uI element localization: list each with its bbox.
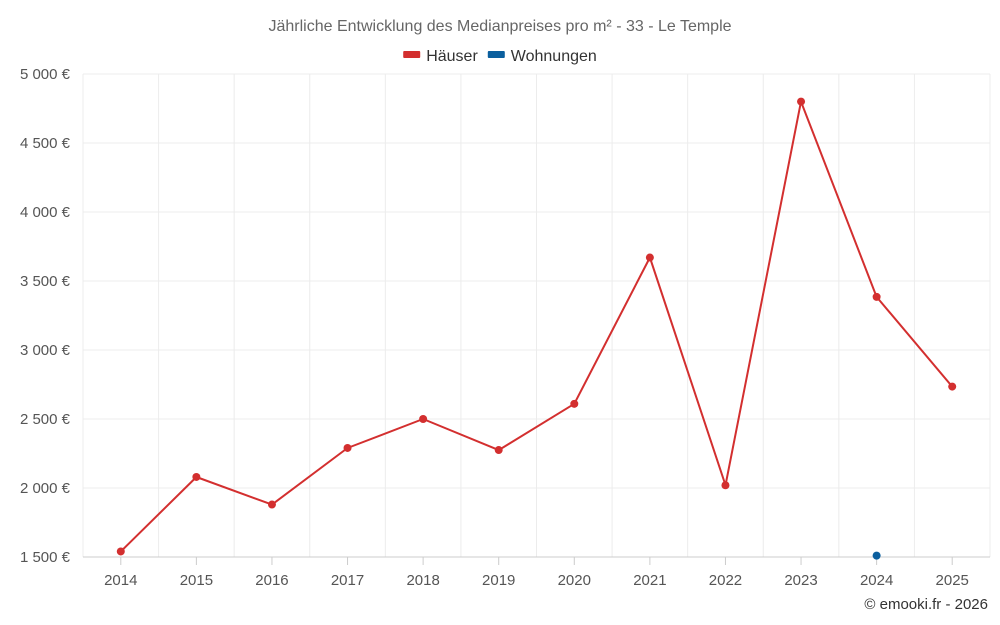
x-tick-label: 2016 [255, 572, 288, 589]
x-tick-label: 2014 [104, 572, 137, 589]
y-tick-label: 3 500 € [20, 273, 71, 290]
x-tick-label: 2023 [784, 572, 817, 589]
x-tick-label: 2015 [180, 572, 213, 589]
data-point[interactable] [797, 97, 806, 106]
data-point[interactable] [721, 481, 730, 490]
series-layer [116, 97, 957, 560]
horizontal-gridlines [83, 73, 990, 489]
x-tick-label: 2022 [709, 572, 742, 589]
legend-swatch[interactable] [487, 51, 505, 58]
series-häuser [116, 97, 957, 556]
data-point[interactable] [872, 292, 881, 301]
series-wohnungen [872, 551, 881, 560]
data-point[interactable] [116, 547, 125, 556]
credit-text: © emooki.fr - 2026 [864, 596, 988, 613]
chart-title: Jährliche Entwicklung des Medianpreises … [268, 18, 731, 35]
y-axis-ticks: 1 500 € 2 000 € 2 500 € 3 000 € 3 500 € 4 000… [20, 66, 71, 566]
x-tick-label: 2020 [558, 572, 591, 589]
y-tick-label: 4 000 € [20, 204, 71, 221]
x-tick-label: 2025 [936, 572, 969, 589]
series-line [120, 100, 953, 553]
x-tick-label: 2024 [860, 572, 893, 589]
y-tick-label: 1 500 € [20, 549, 71, 566]
data-point[interactable] [645, 253, 654, 262]
data-point[interactable] [872, 551, 881, 560]
y-tick-label: 2 000 € [20, 480, 71, 497]
data-point[interactable] [343, 443, 352, 452]
data-point[interactable] [570, 399, 579, 408]
y-tick-label: 2 500 € [20, 411, 71, 428]
y-tick-label: 4 500 € [20, 135, 71, 152]
legend: Häuser Wohnungen [403, 48, 597, 65]
legend-label: Häuser [426, 48, 478, 65]
data-point[interactable] [948, 382, 957, 391]
x-tick-label: 2019 [482, 572, 515, 589]
data-point[interactable] [419, 415, 428, 423]
y-tick-label: 3 000 € [20, 342, 71, 359]
y-tick-label: 5 000 € [20, 66, 71, 83]
legend-label: Wohnungen [511, 48, 597, 65]
x-tick-label: 2018 [406, 572, 439, 589]
vertical-gridlines [82, 74, 991, 557]
x-tick-label: 2017 [331, 572, 364, 589]
legend-swatch[interactable] [403, 51, 421, 58]
data-point[interactable] [192, 472, 201, 481]
x-axis-ticks: 2014 2015 2016 2017 2018 2019 2020 2021 2022 2023… [104, 557, 969, 589]
x-tick-label: 2021 [633, 572, 666, 589]
data-point[interactable] [494, 446, 503, 455]
data-point[interactable] [267, 500, 276, 509]
